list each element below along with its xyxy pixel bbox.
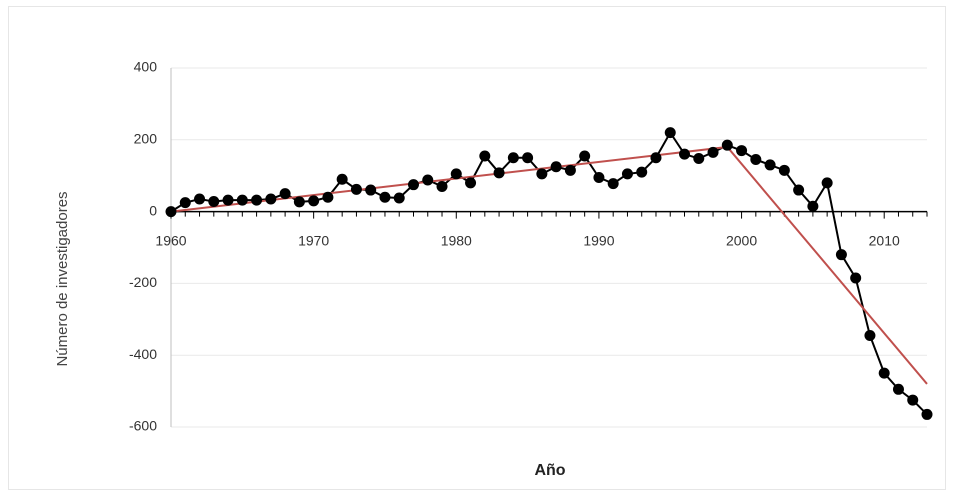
data-point xyxy=(593,171,605,183)
data-point xyxy=(750,154,762,166)
y-axis-title: Número de investigadores xyxy=(54,191,71,366)
x-tick-label: 1970 xyxy=(298,233,329,249)
data-point xyxy=(850,272,862,284)
data-point xyxy=(707,146,719,158)
grid-lines xyxy=(171,67,927,428)
data-point xyxy=(436,180,448,192)
data-point xyxy=(265,193,277,205)
x-tick-label: 1990 xyxy=(583,233,614,249)
x-tick-label: 1960 xyxy=(155,233,186,249)
data-point xyxy=(579,150,591,162)
data-point xyxy=(864,329,876,341)
data-point xyxy=(650,152,662,164)
data-point xyxy=(279,188,291,200)
data-point xyxy=(179,197,191,209)
axes xyxy=(170,68,928,427)
series-line xyxy=(170,130,928,416)
data-point xyxy=(350,183,362,195)
data-point xyxy=(636,166,648,178)
data-point xyxy=(664,127,676,139)
data-point xyxy=(807,200,819,212)
data-point xyxy=(821,177,833,189)
data-point xyxy=(222,194,234,206)
x-tick-label: 2010 xyxy=(869,233,900,249)
x-axis-title: Año xyxy=(534,462,565,479)
data-point xyxy=(236,194,248,206)
data-point xyxy=(379,191,391,203)
data-point xyxy=(907,394,919,406)
y-tick-label: -200 xyxy=(129,274,157,290)
data-point xyxy=(536,168,548,180)
data-point xyxy=(393,192,405,204)
data-point xyxy=(507,152,519,164)
data-point xyxy=(621,168,633,180)
y-tick-label: 400 xyxy=(134,59,158,75)
data-point xyxy=(835,249,847,261)
x-tick-label: 2000 xyxy=(726,233,757,249)
series xyxy=(165,127,933,420)
data-point xyxy=(778,164,790,176)
data-point xyxy=(878,367,890,379)
data-point xyxy=(493,167,505,179)
data-point xyxy=(293,196,305,208)
data-point xyxy=(194,193,206,205)
data-point xyxy=(422,174,434,186)
data-point xyxy=(208,196,220,208)
data-point xyxy=(465,177,477,189)
data-point xyxy=(679,148,691,160)
y-tick-label: -600 xyxy=(129,418,157,434)
y-tick-label: 0 xyxy=(149,202,157,218)
data-point xyxy=(764,159,776,171)
data-point xyxy=(793,184,805,196)
data-point xyxy=(450,168,462,180)
data-point xyxy=(522,152,534,164)
data-point xyxy=(365,184,377,196)
data-point xyxy=(550,161,562,173)
chart-frame: 400 200 0 -200 -400 -600 1960 1970 1980 1990 2000 2… xyxy=(8,6,946,490)
data-point xyxy=(892,383,904,395)
data-point xyxy=(607,178,619,190)
y-tick-label: -400 xyxy=(129,346,157,362)
data-point xyxy=(693,152,705,164)
trend-line xyxy=(170,145,928,385)
data-point xyxy=(251,194,263,206)
data-point xyxy=(921,408,933,420)
data-point xyxy=(308,195,320,207)
data-point xyxy=(407,179,419,191)
data-point xyxy=(479,150,491,162)
y-tick-label: 200 xyxy=(134,131,158,147)
data-point xyxy=(721,139,733,151)
data-point xyxy=(564,164,576,176)
data-point xyxy=(336,173,348,185)
data-point xyxy=(165,206,177,218)
data-point xyxy=(736,145,748,157)
x-tick-label: 1980 xyxy=(441,233,472,249)
data-point xyxy=(322,191,334,203)
